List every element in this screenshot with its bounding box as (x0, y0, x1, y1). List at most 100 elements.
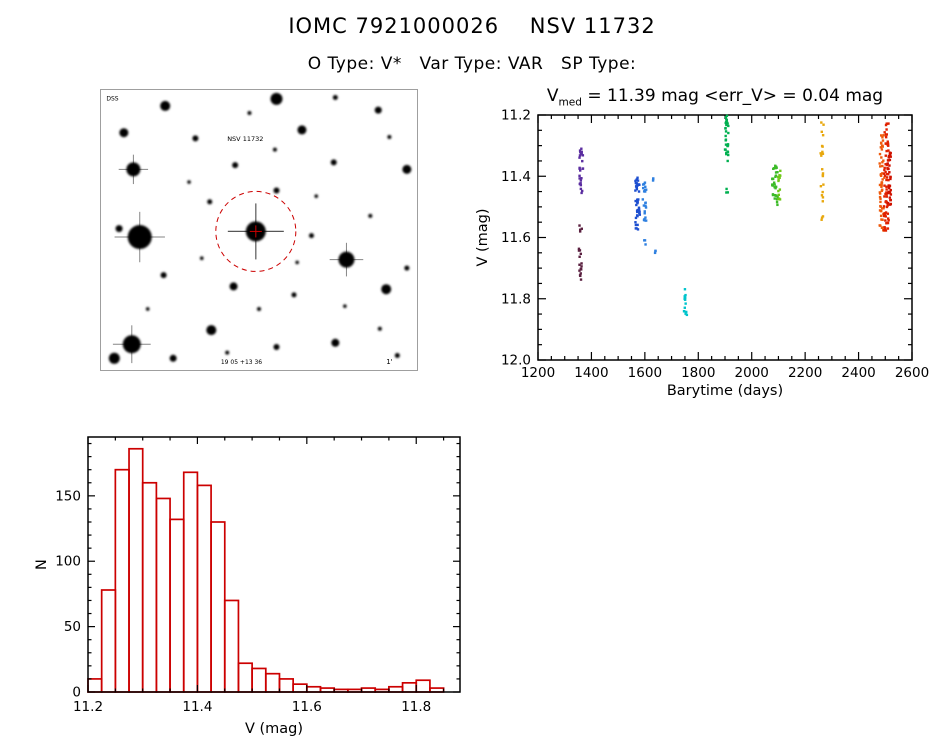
star (115, 225, 123, 233)
data-point (883, 226, 886, 229)
star (394, 352, 400, 358)
data-point (642, 190, 646, 193)
histogram-bar (223, 599, 240, 693)
data-point (683, 288, 687, 291)
data-point (724, 127, 727, 130)
data-point (726, 159, 729, 163)
data-point (727, 124, 730, 128)
histogram-bar (169, 518, 185, 693)
y-tick-label: 11.8 (501, 291, 531, 307)
lightcurve-plot: 1200 1400 1600 1800 2000 2200 2400 2600 11.2 11.4… (475, 108, 929, 400)
data-point (887, 144, 890, 147)
data-point (635, 178, 638, 182)
data-point (726, 122, 729, 125)
data-point (638, 210, 641, 214)
y-tick-label: 12.0 (501, 353, 531, 369)
data-point (644, 185, 647, 189)
data-point (635, 203, 638, 207)
data-point (580, 227, 584, 230)
data-point (775, 198, 779, 201)
data-point (878, 183, 882, 187)
data-point (773, 186, 776, 189)
data-point (887, 184, 890, 187)
data-point (779, 174, 782, 177)
data-point (683, 295, 686, 298)
data-point (885, 178, 888, 182)
star (229, 282, 238, 291)
data-point (643, 239, 647, 242)
histogram-bars (87, 447, 445, 693)
data-point (879, 214, 883, 218)
data-point (821, 196, 825, 199)
data-point (887, 178, 890, 182)
data-point (684, 293, 687, 297)
data-point (884, 229, 888, 232)
data-point (725, 187, 728, 191)
data-point (889, 188, 892, 192)
data-point (638, 209, 641, 212)
data-point (644, 243, 647, 246)
data-point (819, 184, 823, 188)
histogram-plot: 11.2 11.4 11.6 11.8 0 50 100 150 V (mag) N (34, 436, 461, 737)
data-point (637, 206, 641, 209)
data-point (879, 165, 882, 168)
data-point (635, 188, 639, 191)
data-point (773, 193, 777, 197)
star (199, 256, 204, 260)
star (207, 199, 213, 205)
data-point (879, 174, 883, 177)
histogram-bar (100, 589, 117, 693)
data-point (885, 205, 889, 209)
page-subtitle: O Type: V* Var Type: VAR SP Type: (307, 54, 637, 74)
data-point (634, 221, 637, 224)
y-tick-label: 11.2 (501, 108, 531, 124)
data-point (641, 183, 645, 186)
data-point (880, 209, 883, 213)
star (331, 338, 340, 347)
data-point (726, 150, 730, 154)
data-point (774, 171, 778, 174)
data-point (878, 195, 882, 199)
data-point (879, 146, 883, 149)
data-point (724, 139, 727, 142)
data-point (884, 170, 887, 174)
data-point (774, 185, 778, 189)
data-point (885, 128, 888, 131)
data-point (643, 210, 646, 213)
data-point (821, 173, 825, 177)
data-point (888, 151, 892, 154)
data-point (724, 121, 727, 125)
data-point (578, 263, 581, 266)
data-point (885, 149, 888, 153)
data-point (779, 169, 782, 173)
data-point (634, 216, 638, 220)
lightcurve-points (577, 114, 893, 317)
star (126, 162, 141, 177)
data-point (888, 164, 891, 167)
histogram-bar (305, 685, 322, 693)
data-point (634, 185, 638, 188)
star (273, 187, 280, 194)
data-point (579, 179, 583, 182)
data-point (886, 140, 889, 143)
data-point (636, 223, 639, 227)
data-point (881, 144, 884, 147)
data-point (634, 189, 637, 192)
x-axis-label: Barytime (days) (667, 383, 783, 399)
data-point (635, 209, 639, 212)
star (273, 344, 280, 351)
histogram-bar (237, 662, 253, 693)
data-point (883, 195, 886, 198)
histogram-bar (401, 681, 418, 693)
data-point (579, 169, 582, 172)
data-point (772, 181, 776, 184)
data-point (884, 212, 887, 215)
data-point (887, 122, 890, 125)
lightcurve-title-v: V (546, 86, 559, 106)
data-point (683, 297, 686, 301)
data-point (881, 172, 884, 175)
data-point (882, 207, 885, 210)
data-point (578, 174, 581, 178)
data-point (637, 190, 641, 193)
data-point (820, 194, 824, 197)
